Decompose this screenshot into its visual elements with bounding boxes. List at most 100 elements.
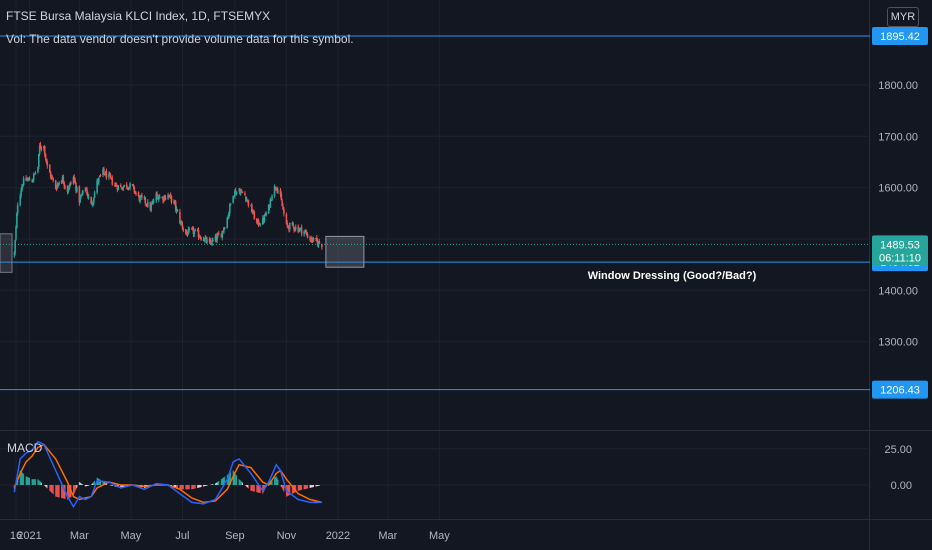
candle <box>174 201 177 210</box>
candle <box>173 200 175 204</box>
candle <box>87 194 89 197</box>
candle <box>261 217 264 224</box>
candle <box>168 195 170 197</box>
candle <box>28 177 31 181</box>
time-tick-label: Mar <box>378 530 397 542</box>
candle <box>145 203 147 205</box>
candle <box>98 177 100 183</box>
candle <box>250 204 253 212</box>
candle <box>185 232 188 234</box>
candle <box>292 223 294 226</box>
candle <box>209 240 212 244</box>
candle <box>96 180 98 193</box>
candle <box>22 178 25 186</box>
candle <box>64 186 66 188</box>
candle <box>299 227 302 229</box>
candle <box>157 195 159 200</box>
candle <box>15 227 17 240</box>
candle <box>151 203 153 205</box>
candle <box>139 196 142 201</box>
candle <box>56 184 59 189</box>
macd-tick-label: 25.00 <box>884 444 912 456</box>
candle <box>61 177 64 180</box>
chart-title: FTSE Bursa Malaysia KLCI Index, 1D, FTSE… <box>6 9 271 23</box>
window-dressing-box[interactable] <box>325 235 365 268</box>
candle <box>206 239 208 244</box>
candle <box>318 240 321 244</box>
candle <box>287 225 289 227</box>
candle <box>121 189 124 191</box>
candle <box>305 233 308 235</box>
candle <box>109 175 112 178</box>
candle <box>304 231 306 233</box>
candle <box>291 222 294 224</box>
candle <box>26 179 28 181</box>
candle <box>111 178 114 185</box>
candle <box>86 189 88 195</box>
candle <box>294 226 297 230</box>
candle <box>158 197 160 200</box>
candle <box>38 145 41 155</box>
macd-tick-label: 0.00 <box>891 480 912 492</box>
candle <box>214 235 217 241</box>
candle <box>81 190 84 194</box>
candle <box>223 228 225 232</box>
candle <box>31 181 33 183</box>
candle <box>257 219 260 225</box>
candle <box>210 243 212 245</box>
candle <box>186 233 189 236</box>
candle <box>232 196 234 203</box>
candle <box>75 183 77 191</box>
candle <box>66 186 69 192</box>
candle <box>122 186 125 189</box>
candle <box>226 218 229 229</box>
candle <box>259 224 262 226</box>
candle <box>131 184 134 186</box>
candle <box>19 195 22 206</box>
candle <box>38 153 40 167</box>
candle <box>185 229 187 234</box>
candle <box>158 196 161 199</box>
candle <box>63 182 65 186</box>
candle <box>73 177 76 181</box>
candle <box>20 190 22 196</box>
candle <box>305 230 307 233</box>
candle <box>312 237 315 242</box>
candle <box>193 231 196 235</box>
macd-label: MACD <box>7 441 43 455</box>
time-tick-label: May <box>121 530 142 542</box>
currency-button[interactable]: MYR <box>887 7 919 27</box>
candle <box>258 224 261 226</box>
candle <box>170 195 173 203</box>
candle <box>168 195 171 197</box>
candle <box>34 172 37 174</box>
candle <box>51 176 54 179</box>
candle <box>299 228 301 231</box>
candle <box>108 173 110 178</box>
last-price-tag <box>872 235 928 266</box>
candle <box>251 211 254 214</box>
candle <box>60 180 63 184</box>
candle <box>44 153 47 159</box>
candle <box>192 228 195 235</box>
candle <box>300 227 303 234</box>
candle <box>235 191 238 194</box>
candle <box>234 190 237 195</box>
candle <box>84 189 87 191</box>
candle <box>196 229 199 231</box>
candle <box>50 176 53 178</box>
candle <box>149 202 152 211</box>
candle <box>27 179 29 181</box>
candle <box>264 214 267 216</box>
candle <box>180 221 183 224</box>
candle <box>188 229 191 231</box>
candle <box>169 194 172 197</box>
candle <box>203 238 206 241</box>
candle <box>110 177 113 179</box>
candle <box>126 187 129 189</box>
candle <box>245 199 248 201</box>
range-box[interactable] <box>0 233 13 273</box>
last-price-label: 1489.53 <box>880 239 920 251</box>
candle <box>155 193 158 201</box>
